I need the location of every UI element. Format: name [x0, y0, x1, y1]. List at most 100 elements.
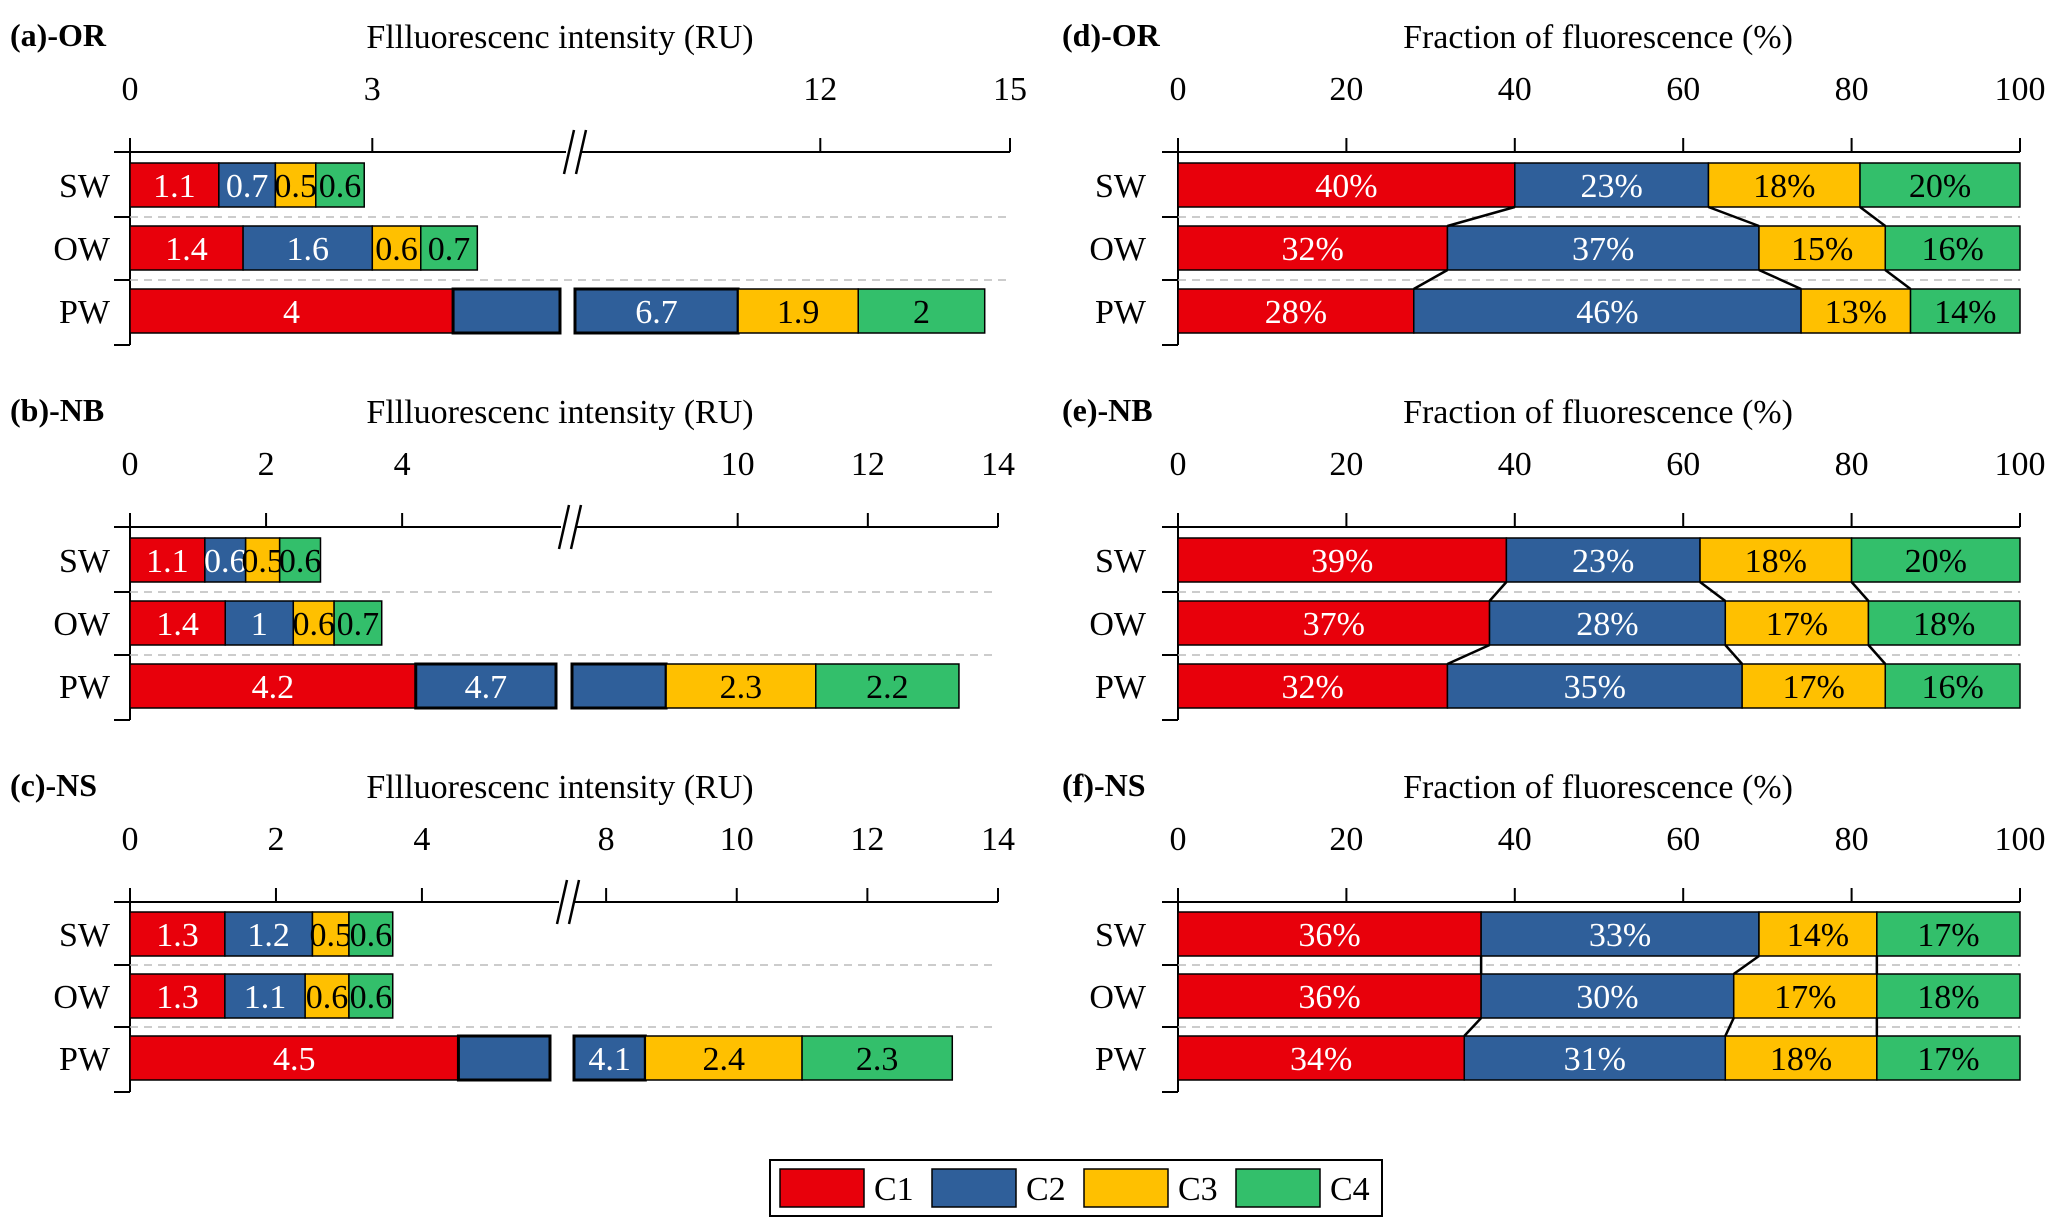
- connector-line: [1758, 268, 1802, 291]
- data-label: 34%: [1290, 1041, 1352, 1078]
- bar-C2-PW: [451, 287, 562, 335]
- data-label: 6.7: [635, 294, 678, 331]
- data-label: 0.6: [319, 168, 362, 205]
- connector-line: [1859, 206, 1887, 227]
- data-label: 36%: [1298, 979, 1360, 1016]
- bar-C4-PW: [801, 1035, 954, 1081]
- tick-label: 12: [850, 821, 884, 858]
- category-label: OW: [53, 979, 111, 1016]
- category-label: PW: [1095, 294, 1147, 331]
- panel-label: (b)-NB: [10, 392, 104, 428]
- axis-break-mark: [574, 129, 588, 175]
- category-label: OW: [53, 606, 111, 643]
- tick-label: 2: [267, 821, 284, 858]
- category-label: OW: [1089, 979, 1147, 1016]
- data-label: 46%: [1576, 294, 1638, 331]
- data-label: 1: [251, 606, 268, 643]
- category-label: SW: [1095, 917, 1147, 954]
- tick-label: 100: [1995, 446, 2046, 483]
- bar-C1-PW: [1177, 1035, 1466, 1081]
- data-label: 23%: [1572, 543, 1634, 580]
- panel-label: (d)-OR: [1062, 17, 1161, 53]
- data-label: 2.3: [856, 1041, 899, 1078]
- data-label: 0.6: [350, 979, 393, 1016]
- category-label: PW: [59, 669, 111, 706]
- tick-label: 60: [1666, 71, 1700, 108]
- data-label: 32%: [1282, 231, 1344, 268]
- tick-label: 12: [803, 71, 837, 108]
- legend-swatch-C2: [931, 1168, 1017, 1208]
- bar-C4-PW: [1876, 1035, 2021, 1081]
- tick-label: 80: [1835, 446, 1869, 483]
- tick-label: 12: [851, 446, 885, 483]
- data-label: 4.1: [588, 1041, 631, 1078]
- bar-C3-OW: [1758, 225, 1887, 271]
- tick-label: 8: [598, 821, 615, 858]
- category-label: SW: [59, 168, 111, 205]
- bar-C4-OW: [333, 600, 383, 646]
- data-label: 18%: [1770, 1041, 1832, 1078]
- bar-C3-SW: [274, 162, 317, 208]
- data-label: 14%: [1787, 917, 1849, 954]
- data-label: 1.3: [156, 979, 199, 1016]
- connector-line: [1708, 205, 1760, 228]
- data-label: 30%: [1576, 979, 1638, 1016]
- data-label: 0.6: [375, 231, 418, 268]
- data-label: 1.9: [777, 294, 820, 331]
- axis-break-mark: [569, 504, 583, 550]
- bar-C3-SW: [311, 911, 350, 957]
- tick-label: 40: [1498, 446, 1532, 483]
- bar-C1-PW: [1177, 288, 1415, 334]
- data-label: 32%: [1282, 669, 1344, 706]
- bar-C4-SW: [1850, 537, 2021, 583]
- data-label: 2: [913, 294, 930, 331]
- axis-break-mark: [562, 129, 576, 175]
- data-label: 0.7: [428, 231, 471, 268]
- bar-C4-PW: [1909, 288, 2021, 334]
- bar-C2-PW: [570, 662, 668, 710]
- data-label: 18%: [1913, 606, 1975, 643]
- panel-label: (c)-NS: [10, 767, 97, 803]
- connector-line: [1724, 644, 1744, 665]
- axis-break-mark: [557, 504, 571, 550]
- bar-C2-SW: [224, 911, 314, 957]
- tick-label: 0: [122, 821, 139, 858]
- panel-f: (f)-NS Fraction of fluorescence (%) 0 20 40 6…: [1062, 767, 2046, 1093]
- category-label: SW: [1095, 543, 1147, 580]
- data-label: 17%: [1917, 1041, 1979, 1078]
- data-label: 0.5: [241, 543, 284, 580]
- data-label: 13%: [1825, 294, 1887, 331]
- data-label: 16%: [1921, 231, 1983, 268]
- tick-label: 2: [258, 446, 275, 483]
- tick-label: 100: [1995, 821, 2046, 858]
- category-label: OW: [1089, 231, 1147, 268]
- connector-line: [1732, 954, 1760, 976]
- tick-label: 20: [1329, 446, 1363, 483]
- connector-line: [1413, 268, 1449, 291]
- tick-label: 0: [122, 446, 139, 483]
- data-label: 17%: [1774, 979, 1836, 1016]
- bar-C3-OW: [292, 600, 335, 646]
- bar-C1-SW: [129, 911, 226, 957]
- tick-label: 10: [720, 821, 754, 858]
- data-label: 1.2: [247, 917, 290, 954]
- tick-label: 40: [1498, 71, 1532, 108]
- axis-title: Fllluorescenc intensity (RU): [366, 19, 753, 56]
- bar-C1-SW: [129, 537, 206, 583]
- data-label: 17%: [1917, 917, 1979, 954]
- panel-d: (d)-OR Fraction of fluorescence (%) 0 20 40 6…: [1062, 17, 2046, 346]
- data-label: 16%: [1921, 669, 1983, 706]
- connector-line: [1699, 581, 1727, 602]
- data-label: 20%: [1905, 543, 1967, 580]
- data-label: 0.7: [226, 168, 269, 205]
- bar-C2-OW: [1488, 600, 1727, 646]
- panel-a: (a)-OR Fllluorescenc intensity (RU) 0 3 12 15…: [10, 17, 1027, 346]
- tick-label: 4: [394, 446, 411, 483]
- bar-C4-SW: [315, 162, 365, 208]
- bar-C4-OW: [1876, 973, 2021, 1019]
- tick-label: 0: [1170, 446, 1187, 483]
- connector-line: [1463, 1017, 1483, 1037]
- bar-C4-OW: [348, 973, 394, 1019]
- data-label: 1.3: [156, 917, 199, 954]
